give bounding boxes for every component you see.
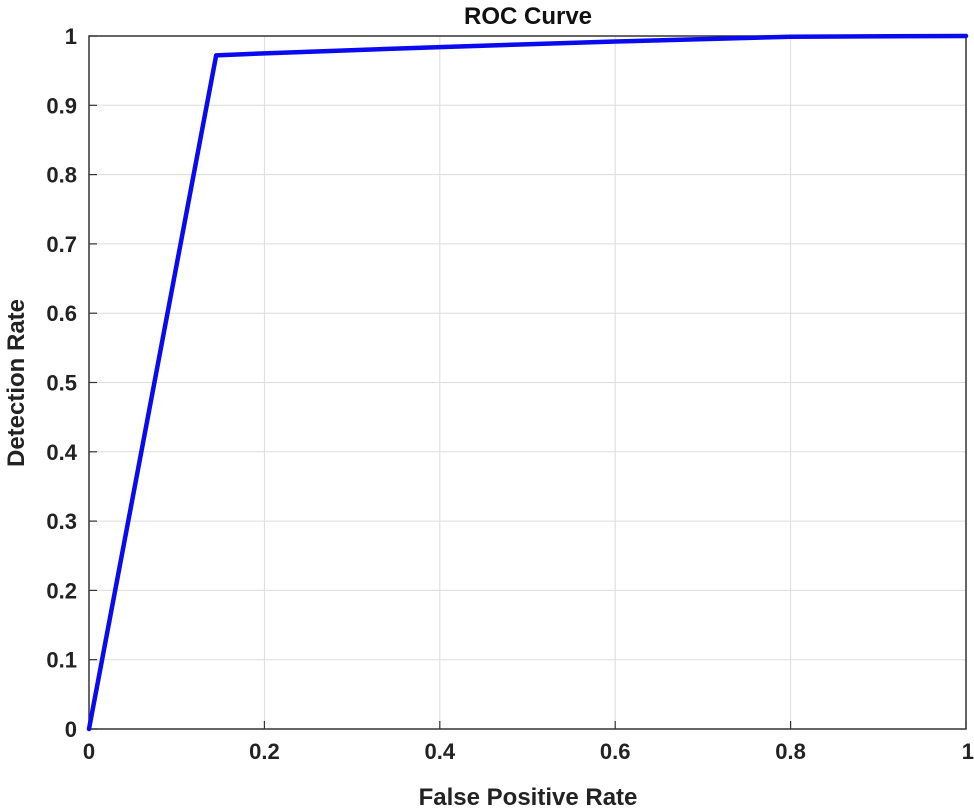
grid xyxy=(88,35,967,730)
y-tick-label: 0.5 xyxy=(46,371,77,396)
y-tick-label: 0.1 xyxy=(46,648,77,673)
y-tick-label: 0.9 xyxy=(46,93,77,118)
x-axis-label: False Positive Rate xyxy=(419,784,638,811)
y-tick-label: 0.7 xyxy=(46,232,77,257)
y-tick-label: 0.3 xyxy=(46,509,77,534)
series-group xyxy=(86,33,969,732)
y-tick-label: 0.8 xyxy=(46,163,77,188)
x-tick-label: 1 xyxy=(962,739,974,764)
y-tick-label: 0.4 xyxy=(46,440,77,465)
y-tick-label: 0.2 xyxy=(46,578,77,603)
x-tick-label: 0.6 xyxy=(600,739,631,764)
x-tick-label: 0 xyxy=(83,739,95,764)
x-axis: 0 0.2 0.4 0.6 0.8 1 xyxy=(83,721,974,764)
y-tick-label: 0 xyxy=(65,717,77,742)
chart-title: ROC Curve xyxy=(464,3,592,30)
y-axis-label: Detection Rate xyxy=(3,299,30,467)
x-tick-label: 0.2 xyxy=(249,739,280,764)
y-axis: 0 0.1 0.2 0.3 0.4 0.5 0.6 0.7 0.8 0.9 1 xyxy=(46,24,97,742)
y-tick-label: 1 xyxy=(65,24,77,49)
y-tick-label: 0.6 xyxy=(46,301,77,326)
x-tick-label: 0.4 xyxy=(425,739,456,764)
x-tick-label: 0.8 xyxy=(775,739,806,764)
